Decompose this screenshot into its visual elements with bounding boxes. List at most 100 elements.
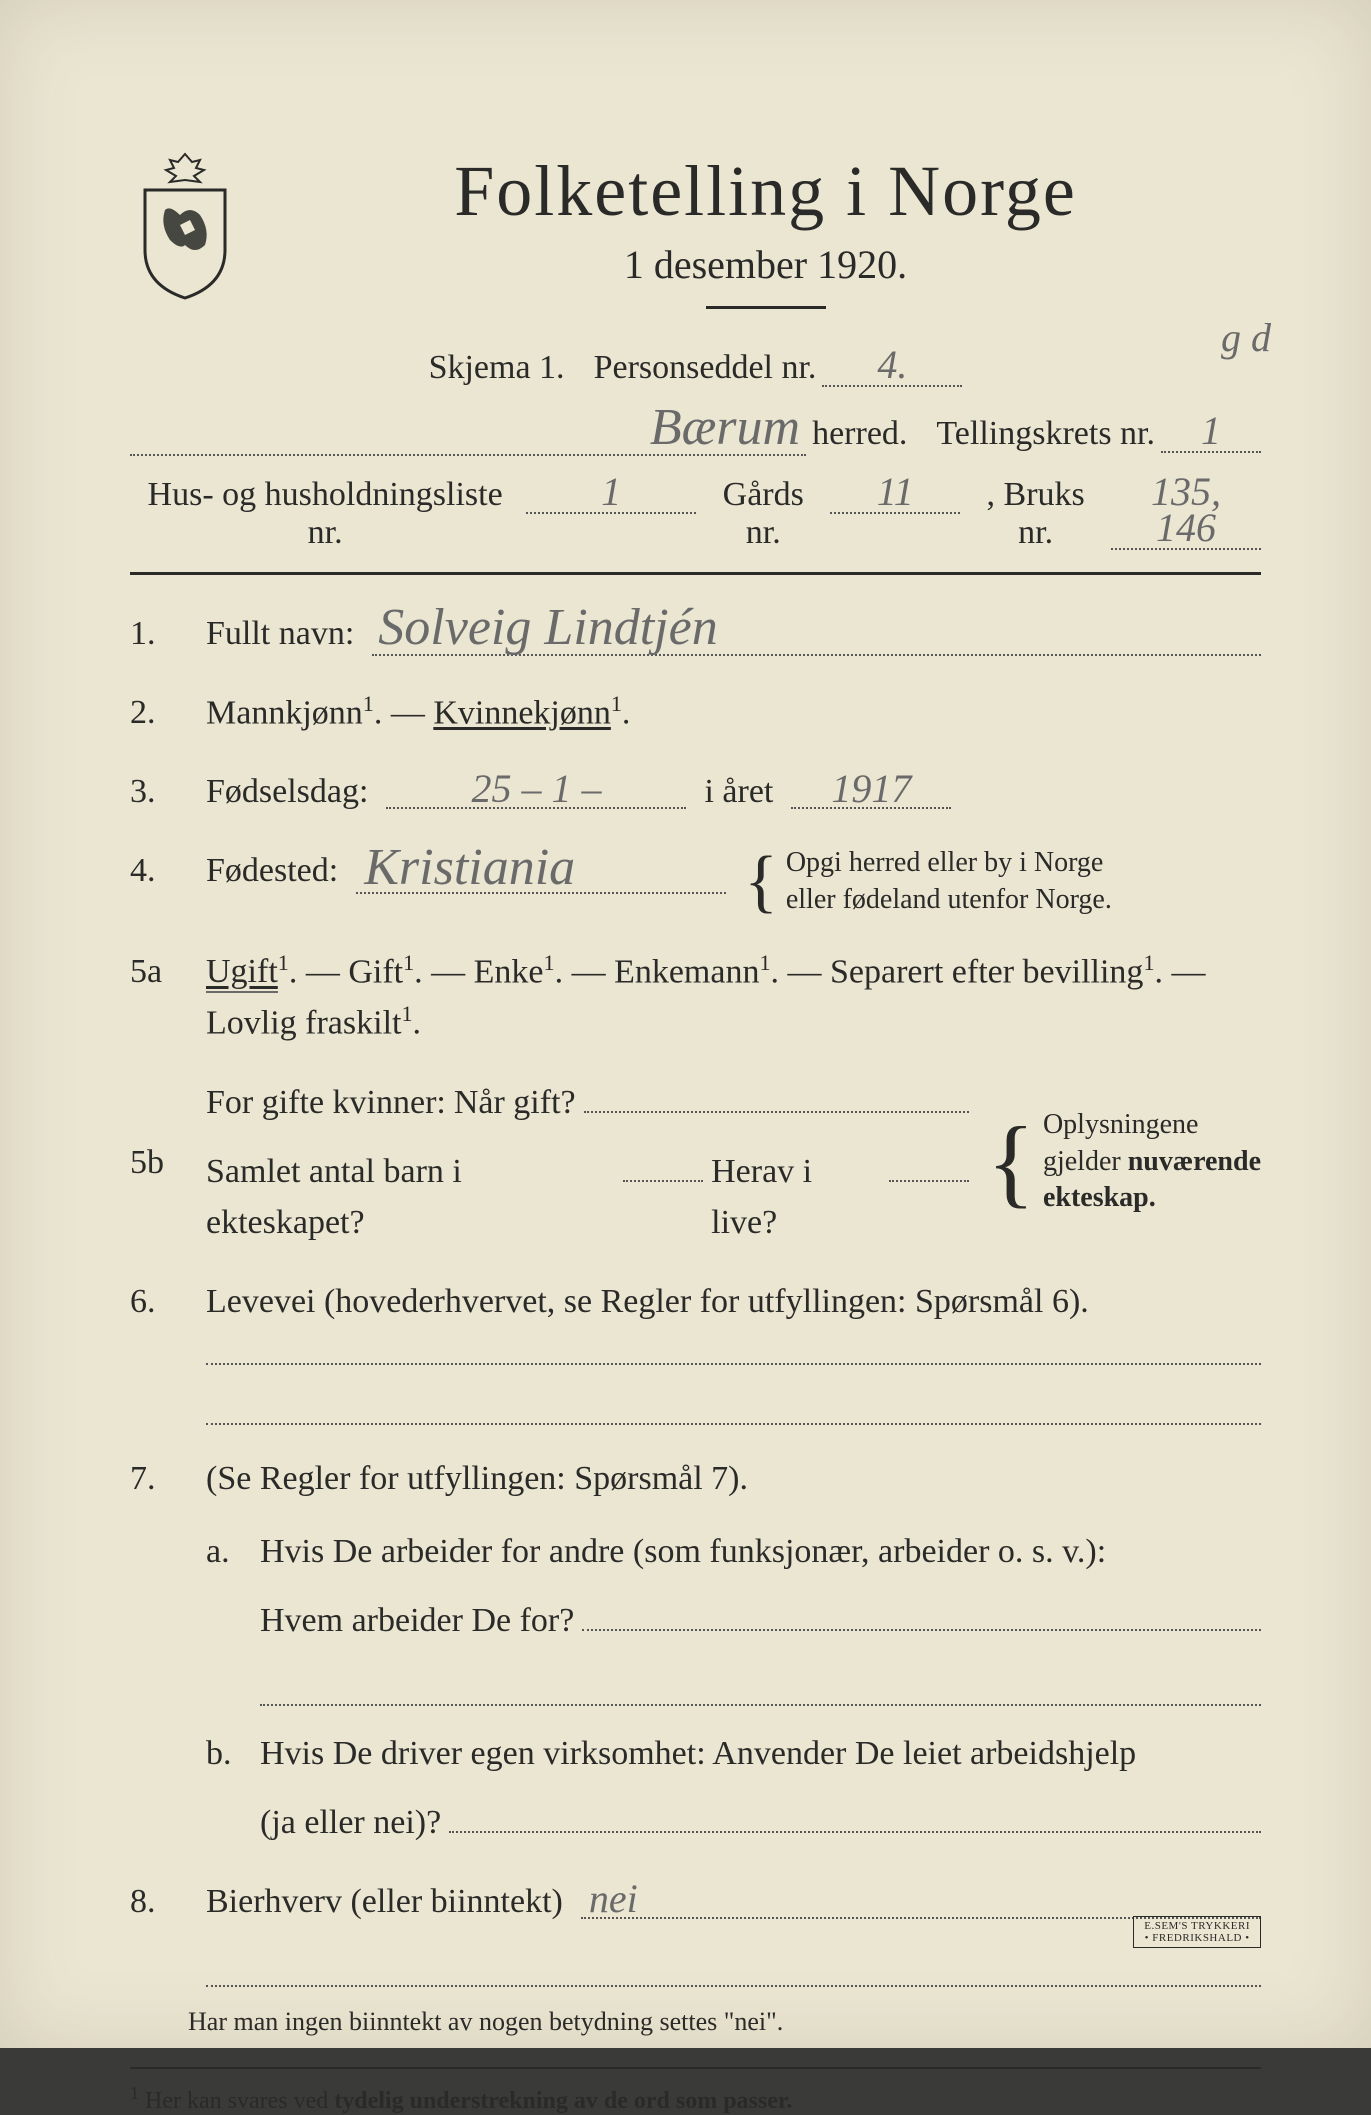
- q3-row: 3. Fødselsdag: 25 – 1 – i året 1917: [130, 766, 1261, 817]
- q5b-q1: Når gift?: [454, 1077, 576, 1128]
- schema-line: Skjema 1. Personseddel nr. 4.: [130, 347, 1261, 387]
- q5b-q3-value: [889, 1180, 969, 1182]
- footnote-marker: 1: [130, 2083, 139, 2103]
- q8-line2: [206, 1955, 1261, 1987]
- printer-line2: • FREDRIKSHALD •: [1144, 1932, 1250, 1944]
- q5b-num: 5b: [130, 1137, 188, 1188]
- footnote: 1 Her kan svares ved tydelig understrekn…: [130, 2083, 1261, 2115]
- q5b-body: For gifte kvinner: Når gift? Samlet anta…: [206, 1077, 969, 1248]
- q6-num: 6.: [130, 1276, 188, 1327]
- coat-of-arms-icon: [130, 150, 240, 300]
- header-divider: [130, 572, 1261, 575]
- q5a-row: 5a Ugift1. — Gift1. — Enke1. — Enkemann1…: [130, 946, 1261, 1049]
- personseddel-label: Personseddel nr.: [594, 349, 817, 387]
- q1-value: Solveig Lindtjén: [372, 605, 1261, 656]
- q4-hint2: eller fødeland utenfor Norge.: [786, 882, 1112, 918]
- corner-annotation: g d: [1221, 320, 1271, 356]
- q6-line2: [206, 1393, 1261, 1425]
- q7-body: (Se Regler for utfyllingen: Spørsmål 7).…: [206, 1453, 1261, 1848]
- q6-body: Levevei (hovederhvervet, se Regler for u…: [206, 1276, 1261, 1425]
- hus-line: Hus- og husholdningsliste nr. 1 Gårds nr…: [130, 474, 1261, 552]
- q7a-text2: Hvem arbeider De for?: [260, 1595, 574, 1646]
- q5b-hint-block: { Oplysningene gjelder nuværende ekteska…: [987, 1107, 1261, 1216]
- herred-line: Bærum herred. Tellingskrets nr. 1: [130, 405, 1261, 456]
- q4-row: 4. Fødested: Kristiania { Opgi herred el…: [130, 845, 1261, 918]
- q7b-value: [449, 1831, 1261, 1833]
- q1-num: 1.: [130, 608, 188, 659]
- census-form-page: g d Folketelling i Norge 1 desember 1920…: [0, 0, 1371, 2048]
- printer-stamp: E.SEM'S TRYKKERI • FREDRIKSHALD •: [1133, 1916, 1261, 1948]
- q5a-opt-separert: Separert efter bevilling: [830, 953, 1143, 990]
- q7b-text2: (ja eller nei)?: [260, 1797, 441, 1848]
- q8-row: 8. Bierhverv (eller biinntekt) nei: [130, 1876, 1261, 1927]
- q3-label: Fødselsdag:: [206, 766, 368, 817]
- q5a-body: Ugift1. — Gift1. — Enke1. — Enkemann1. —…: [206, 946, 1261, 1049]
- q2-male: Mannkjønn: [206, 694, 363, 731]
- title-rule: [706, 306, 826, 309]
- herred-value: Bærum: [130, 405, 806, 456]
- main-title: Folketelling i Norge: [270, 150, 1261, 233]
- q4-value: Kristiania: [356, 845, 726, 894]
- q1-label: Fullt navn:: [206, 608, 354, 659]
- q8-label: Bierhverv (eller biinntekt): [206, 1876, 563, 1927]
- q4-hint1: Opgi herred eller by i Norge: [786, 845, 1112, 881]
- q6-row: 6. Levevei (hovederhvervet, se Regler fo…: [130, 1276, 1261, 1425]
- q6-line1: [206, 1333, 1261, 1365]
- q6-text: Levevei (hovederhvervet, se Regler for u…: [206, 1283, 1089, 1320]
- bruks-nr: 135, 146: [1111, 474, 1261, 550]
- tellingskrets-label: Tellingskrets nr.: [936, 415, 1155, 453]
- printer-line1: E.SEM'S TRYKKERI: [1144, 1920, 1250, 1932]
- q3-num: 3.: [130, 766, 188, 817]
- q7b-text1: Hvis De driver egen virksomhet: Anvender…: [260, 1728, 1261, 1779]
- q5a-opt-gift: Gift: [348, 953, 403, 990]
- q5b-label: For gifte kvinner:: [206, 1077, 446, 1128]
- q5b-q2-value: [623, 1180, 703, 1182]
- q5a-opt-enke: Enke: [474, 953, 544, 990]
- q4-hint-block: { Opgi herred eller by i Norge eller fød…: [744, 845, 1112, 918]
- q5b-q1-value: [584, 1111, 969, 1113]
- q5a-num: 5a: [130, 946, 188, 997]
- meta-block: Skjema 1. Personseddel nr. 4. Bærum herr…: [130, 347, 1261, 552]
- tellingskrets-nr: 1: [1161, 413, 1261, 453]
- q5b-hint2: gjelder nuværende: [1043, 1144, 1261, 1180]
- q7-row: 7. (Se Regler for utfyllingen: Spørsmål …: [130, 1453, 1261, 1848]
- q2-num: 2.: [130, 687, 188, 738]
- footnote-rule: [130, 2067, 1261, 2069]
- title-block: Folketelling i Norge 1 desember 1920.: [270, 150, 1261, 337]
- q5b-q2: Samlet antal barn i ekteskapet?: [206, 1146, 615, 1248]
- herred-label: herred.: [812, 415, 907, 453]
- footnote-bold: tydelig understrekning av de ord som pas…: [334, 2088, 792, 2114]
- q7a-text1: Hvis De arbeider for andre (som funksjon…: [260, 1526, 1261, 1577]
- q2-female: Kvinnekjønn: [433, 694, 611, 731]
- q5a-opt-enkemann: Enkemann: [614, 953, 759, 990]
- gards-label: Gårds nr.: [702, 476, 824, 552]
- q7b-label: b.: [206, 1728, 246, 1848]
- subtitle: 1 desember 1920.: [270, 241, 1261, 288]
- q4-label: Fødested:: [206, 845, 338, 896]
- note-text: Har man ingen biinntekt av nogen betydni…: [130, 2007, 1261, 2037]
- q7a-line2: [260, 1674, 1261, 1706]
- personseddel-nr: 4.: [822, 347, 962, 387]
- q5a-opt-ugift: Ugift: [206, 953, 278, 993]
- q5b-row: 5b For gifte kvinner: Når gift? Samlet a…: [130, 1077, 1261, 1248]
- q5b-q3: Herav i live?: [711, 1146, 881, 1248]
- q2-row: 2. Mannkjønn1. — Kvinnekjønn1.: [130, 687, 1261, 738]
- q3-day: 25 – 1 –: [386, 771, 686, 809]
- header: Folketelling i Norge 1 desember 1920.: [130, 150, 1261, 337]
- q5a-opt-fraskilt: Lovlig fraskilt: [206, 1005, 401, 1042]
- q3-year-label: i året: [704, 766, 773, 817]
- hus-nr: 1: [526, 474, 696, 514]
- footnote-text: Her kan svares ved: [145, 2088, 334, 2114]
- brace-icon: {: [744, 854, 778, 910]
- q5b-hint1: Oplysningene: [1043, 1107, 1261, 1143]
- q7-text: (Se Regler for utfyllingen: Spørsmål 7).: [206, 1453, 1261, 1504]
- bruks-label: , Bruks nr.: [966, 476, 1105, 552]
- q8-num: 8.: [130, 1876, 188, 1927]
- q7a-value: [582, 1629, 1261, 1631]
- schema-label: Skjema 1.: [429, 349, 565, 387]
- q5b-hint3: ekteskap.: [1043, 1180, 1261, 1216]
- q1-row: 1. Fullt navn: Solveig Lindtjén: [130, 605, 1261, 659]
- brace-icon: {: [987, 1122, 1035, 1202]
- hus-label: Hus- og husholdningsliste nr.: [130, 476, 520, 552]
- question-list: 1. Fullt navn: Solveig Lindtjén 2. Mannk…: [130, 605, 1261, 2115]
